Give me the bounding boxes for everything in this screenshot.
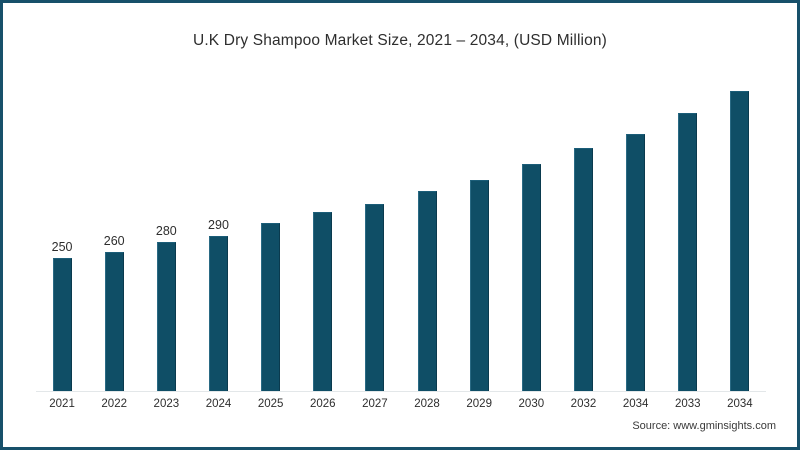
bar-slot [714, 70, 766, 392]
bar[interactable] [626, 134, 646, 392]
bar-slot [610, 70, 662, 392]
x-axis-label: 2033 [674, 398, 701, 410]
bar-slot [245, 70, 297, 392]
bar[interactable] [521, 163, 541, 392]
bar[interactable] [365, 204, 385, 392]
x-axis-label: 2022 [101, 398, 127, 410]
bar-slot [297, 70, 349, 392]
bar[interactable] [156, 241, 176, 392]
bar[interactable] [469, 180, 489, 392]
x-axis-label: 2025 [257, 398, 284, 410]
bar-slot [505, 70, 557, 392]
bar-slot [453, 70, 505, 392]
chart-title: U.K Dry Shampoo Market Size, 2021 – 2034… [193, 32, 607, 49]
bar[interactable] [52, 257, 72, 392]
x-axis-label: 2034 [622, 398, 649, 410]
bar[interactable] [104, 252, 124, 392]
x-axis-label: 2030 [518, 398, 545, 410]
bar[interactable] [417, 190, 437, 392]
bar-slot [401, 70, 453, 392]
x-axis-label: 2021 [49, 398, 75, 410]
bar[interactable] [730, 91, 750, 392]
bar-series: 250 260 280 290 [36, 70, 766, 392]
x-axis-label: 2029 [466, 398, 492, 410]
x-axis-tick-labels: 2021 2022 2023 2024 2025 2026 2027 2028 2029 2030… [36, 398, 766, 410]
bar-value-label: 260 [103, 234, 125, 249]
bar-value-label: 290 [208, 218, 229, 233]
bar-slot [662, 70, 714, 392]
x-axis-label: 2034 [727, 398, 753, 410]
bar-slot: 290 [192, 70, 244, 392]
bar[interactable] [313, 212, 333, 392]
x-axis-line [36, 391, 766, 392]
bar[interactable] [261, 222, 281, 392]
bar-value-label: 250 [51, 239, 73, 254]
x-axis-label: 2028 [414, 398, 440, 410]
x-axis-label: 2027 [362, 398, 388, 410]
x-axis-label: 2023 [153, 398, 180, 410]
bar-value-label: 280 [155, 223, 177, 238]
bar-slot [557, 70, 609, 392]
bar-slot: 250 [36, 70, 88, 392]
x-axis-label: 2032 [570, 398, 597, 410]
bar-slot [349, 70, 401, 392]
bar[interactable] [678, 112, 698, 392]
bar-slot: 260 [88, 70, 140, 392]
x-axis-label: 2026 [309, 398, 336, 410]
bar[interactable] [208, 236, 228, 392]
bar-slot: 280 [140, 70, 192, 392]
bar[interactable] [573, 147, 593, 392]
x-axis-label: 2024 [205, 398, 232, 410]
source-attribution: Source: www.gminsights.com [632, 420, 776, 432]
